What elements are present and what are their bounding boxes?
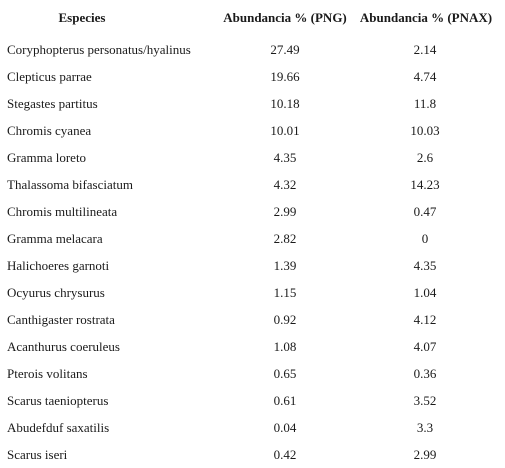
species-name: Coryphopterus personatus/hyalinus [7,42,191,57]
species-name: Acanthurus coeruleus [7,339,120,354]
species-name: Scarus taeniopterus [7,393,109,408]
abundance-png-value: 0.92 [273,312,297,327]
abundance-png-value: 2.99 [273,204,297,219]
abundance-pnax-value: 3.52 [413,393,437,408]
species-name: Gramma loreto [7,150,87,165]
abundance-pnax-value: 4.74 [413,69,437,84]
species-name: Pterois volitans [7,366,88,381]
header-abundance-pnax: Abundancia % (PNAX) [359,10,493,25]
abundance-pnax-value: 14.23 [410,177,440,192]
abundance-pnax-value: 1.04 [413,285,437,300]
table-row: Halichoeres garnoti 1.39 4.35 [0,252,505,279]
abundance-png-value: 10.18 [270,96,300,111]
species-name: Gramma melacara [7,231,103,246]
species-name: Ocyurus chrysurus [7,285,105,300]
abundance-png-value: 0.61 [273,393,297,408]
species-name: Abudefduf saxatilis [7,420,110,435]
species-name: Halichoeres garnoti [7,258,110,273]
abundance-png-value: 19.66 [270,69,300,84]
species-name: Canthigaster rostrata [7,312,115,327]
species-name: Thalassoma bifasciatum [7,177,133,192]
abundance-png-value: 2.82 [273,231,297,246]
table-row: Gramma loreto 4.35 2.6 [0,144,505,171]
header-abundance-png: Abundancia % (PNG) [223,10,347,25]
table-header-row: Especies Abundancia % (PNG) Abundancia %… [0,0,505,36]
table-row: Pterois volitans 0.65 0.36 [0,360,505,387]
table-row: Abudefduf saxatilis 0.04 3.3 [0,414,505,441]
species-name: Scarus iseri [7,447,68,462]
abundance-png-value: 1.39 [273,258,297,273]
abundance-png-value: 0.42 [273,447,297,462]
abundance-pnax-value: 11.8 [413,96,437,111]
table-row: Canthigaster rostrata 0.92 4.12 [0,306,505,333]
table-row: Scarus taeniopterus 0.61 3.52 [0,387,505,414]
table-row: Thalassoma bifasciatum 4.32 14.23 [0,171,505,198]
species-name: Chromis cyanea [7,123,92,138]
abundance-pnax-value: 2.6 [416,150,434,165]
abundance-pnax-value: 4.35 [413,258,437,273]
species-name: Chromis multilineata [7,204,118,219]
abundance-pnax-value: 4.12 [413,312,437,327]
header-species: Especies [58,10,106,25]
abundance-png-value: 1.08 [273,339,297,354]
table-row: Chromis cyanea 10.01 10.03 [0,117,505,144]
abundance-pnax-value: 0.36 [413,366,437,381]
species-name: Clepticus parrae [7,69,92,84]
table-row: Ocyurus chrysurus 1.15 1.04 [0,279,505,306]
abundance-png-value: 4.32 [273,177,297,192]
abundance-png-value: 27.49 [270,42,300,57]
table-row: Coryphopterus personatus/hyalinus 27.49 … [0,36,505,63]
abundance-pnax-value: 10.03 [410,123,440,138]
abundance-pnax-value: 4.07 [413,339,437,354]
abundance-pnax-value: 2.99 [413,447,437,462]
abundance-png-value: 10.01 [270,123,300,138]
abundance-pnax-value: 3.3 [416,420,434,435]
abundance-pnax-value: 2.14 [413,42,437,57]
abundance-png-value: 0.65 [273,366,297,381]
abundance-pnax-value: 0 [421,231,429,246]
table-row: Acanthurus coeruleus 1.08 4.07 [0,333,505,360]
table-row: Clepticus parrae 19.66 4.74 [0,63,505,90]
abundance-png-value: 4.35 [273,150,297,165]
table-row: Chromis multilineata 2.99 0.47 [0,198,505,225]
abundance-pnax-value: 0.47 [413,204,437,219]
abundance-png-value: 1.15 [273,285,297,300]
species-name: Stegastes partitus [7,96,98,111]
table-row: Gramma melacara 2.82 0 [0,225,505,252]
table-row: Stegastes partitus 10.18 11.8 [0,90,505,117]
abundance-png-value: 0.04 [273,420,297,435]
table-row: Scarus iseri 0.42 2.99 [0,441,505,468]
